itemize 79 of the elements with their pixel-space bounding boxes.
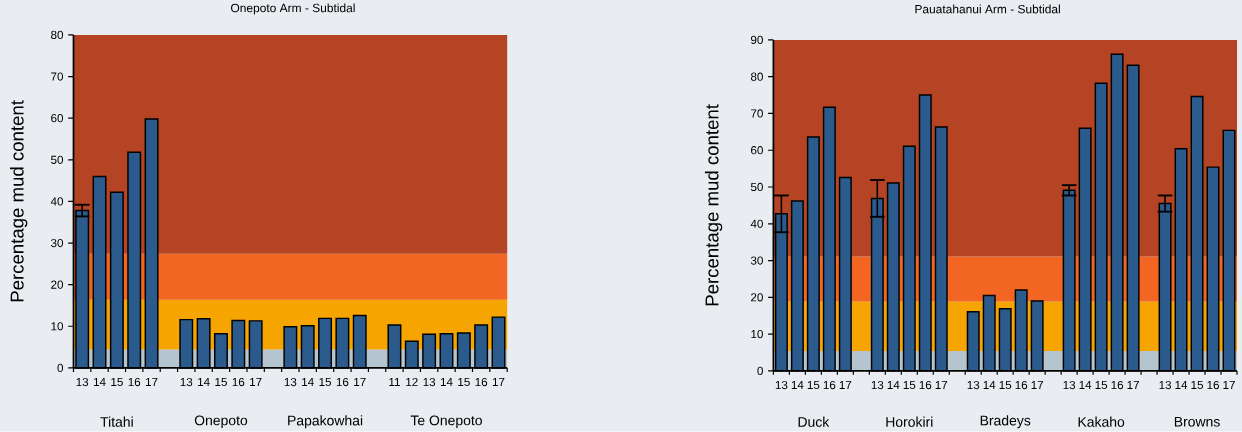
x-tick-label: 13 — [423, 378, 436, 387]
chart-title: Pauatahanui Arm - Subtidal — [915, 4, 1060, 14]
x-tick-label: 15 — [111, 378, 123, 387]
x-tick-label: 17 — [145, 378, 158, 387]
x-tick-label: 17 — [354, 378, 366, 387]
x-tick-label: 13 — [180, 378, 193, 387]
x-tick-label: 15 — [1095, 381, 1108, 390]
x-tick-label: 14 — [887, 381, 900, 390]
y-tick-label: 20 — [51, 280, 64, 289]
x-tick-label: 16 — [1207, 381, 1219, 390]
x-tick-label: 13 — [1063, 381, 1076, 390]
x-tick-label: 13 — [775, 381, 788, 390]
x-tick-label: 15 — [999, 381, 1012, 390]
text: Te Onepoto — [410, 415, 482, 429]
text: Duck — [798, 416, 830, 428]
y-tick-label: 60 — [51, 114, 64, 123]
x-tick-label: 16 — [823, 381, 836, 390]
text: Browns — [1174, 417, 1220, 427]
x-tick-label: 16 — [1015, 381, 1028, 390]
x-tick-label: 16 — [128, 378, 141, 387]
text: Titahi — [100, 416, 133, 428]
y-tick-label: 60 — [751, 146, 763, 155]
y-tick-label: 70 — [751, 109, 763, 118]
y-tick-label: 10 — [751, 330, 763, 339]
x-tick-label: 16 — [1111, 381, 1124, 390]
x-tick-label: 14 — [1079, 381, 1092, 390]
y-tick-label: 30 — [750, 256, 763, 265]
text: Kakaho — [1078, 416, 1125, 428]
x-tick-label: 17 — [1031, 381, 1044, 390]
x-tick-label: 13 — [284, 378, 297, 387]
x-tick-label: 14 — [93, 378, 106, 387]
y-tick-label: 20 — [751, 293, 763, 302]
x-tick-label: 17 — [492, 378, 505, 387]
y-tick-label: 90 — [750, 35, 763, 45]
x-tick-label: 14 — [302, 378, 314, 387]
y-tick-label: 40 — [50, 197, 64, 206]
y-tick-label: 80 — [51, 30, 64, 40]
x-tick-label: 13 — [871, 381, 884, 390]
x-tick-label: 11 — [389, 378, 400, 387]
x-tick-label: 14 — [440, 378, 453, 387]
y-tick-label: 80 — [750, 72, 763, 81]
x-tick-label: 17 — [1127, 381, 1139, 390]
x-tick-label: 15 — [319, 378, 332, 387]
x-tick-label: 14 — [1175, 381, 1188, 390]
y-axis-title: Percentage mud content — [9, 100, 28, 302]
x-tick-label: 13 — [967, 381, 980, 390]
x-tick-label: 17 — [250, 378, 262, 387]
y-tick-label: 70 — [51, 72, 64, 81]
x-tick-label: 15 — [903, 381, 916, 390]
x-tick-label: 16 — [475, 378, 488, 387]
y-tick-label: 0 — [757, 366, 763, 376]
x-tick-label: 14 — [983, 381, 996, 390]
x-tick-label: 16 — [232, 378, 245, 387]
y-tick-label: 30 — [50, 239, 64, 248]
x-tick-label: 17 — [839, 381, 852, 390]
text: Bradeys — [980, 415, 1031, 429]
text: Onepoto — [194, 415, 248, 429]
x-tick-label: 15 — [1191, 381, 1204, 390]
x-tick-label: 13 — [1159, 381, 1172, 390]
x-tick-label: 15 — [458, 378, 470, 387]
x-tick-label: 14 — [791, 381, 804, 390]
x-tick-label: 17 — [935, 381, 948, 390]
x-tick-label: 13 — [76, 378, 89, 387]
y-tick-label: 40 — [750, 219, 763, 229]
x-tick-label: 15 — [807, 381, 820, 390]
x-tick-label: 16 — [336, 378, 349, 387]
x-tick-label: 16 — [919, 381, 932, 390]
y-tick-label: 10 — [51, 322, 64, 331]
y-tick-label: 50 — [750, 183, 763, 192]
x-tick-label: 14 — [198, 378, 210, 387]
y-tick-label: 50 — [51, 155, 64, 165]
text: Horokiri — [886, 416, 933, 428]
chart-title: Onepoto Arm - Subtidal — [231, 3, 355, 15]
text: Papakowhai — [288, 415, 363, 429]
x-tick-label: 15 — [215, 378, 227, 387]
x-tick-label: 17 — [1223, 381, 1235, 390]
y-tick-label: 0 — [57, 363, 64, 373]
y-axis-title: Percentage mud content — [704, 104, 723, 306]
x-tick-label: 12 — [406, 378, 418, 387]
